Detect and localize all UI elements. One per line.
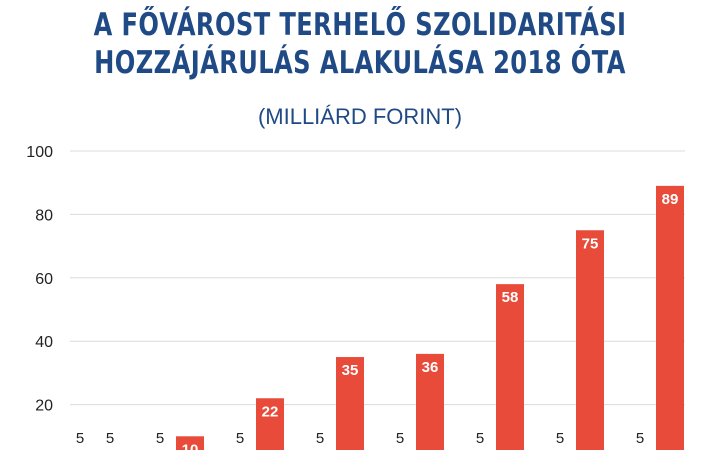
bar [496, 284, 524, 450]
bar [656, 185, 684, 450]
bar [176, 436, 204, 450]
data-label: 5 [636, 430, 644, 447]
bar [256, 398, 284, 450]
data-label: 5 [556, 430, 564, 447]
data-label: 5 [106, 430, 114, 447]
data-label: 22 [262, 403, 279, 420]
y-tick-label: 20 [35, 398, 53, 415]
data-label: 10 [182, 441, 199, 450]
chart-subtitle: (MILLIÁRD FORINT) [257, 104, 463, 129]
bar [576, 230, 604, 450]
bar [336, 357, 364, 450]
data-label: 75 [582, 235, 599, 252]
chart-title: A FŐVÁROST TERHELŐ SZOLIDARITÁSI HOZZÁJÁ… [93, 7, 627, 81]
data-label: 5 [236, 430, 244, 447]
data-label: 89 [662, 191, 679, 208]
data-label: 5 [396, 430, 404, 447]
data-label: 5 [316, 430, 324, 447]
data-label: 36 [422, 359, 439, 376]
y-tick-label: 100 [26, 144, 53, 161]
data-label: 35 [342, 362, 359, 379]
data-label: 5 [76, 430, 84, 447]
bar [416, 353, 444, 450]
data-label: 58 [502, 289, 519, 306]
data-label: 5 [156, 430, 164, 447]
data-label: 5 [476, 430, 484, 447]
y-tick-label: 40 [35, 334, 53, 351]
y-tick-label: 80 [35, 207, 53, 224]
y-tick-label: 60 [35, 271, 53, 288]
